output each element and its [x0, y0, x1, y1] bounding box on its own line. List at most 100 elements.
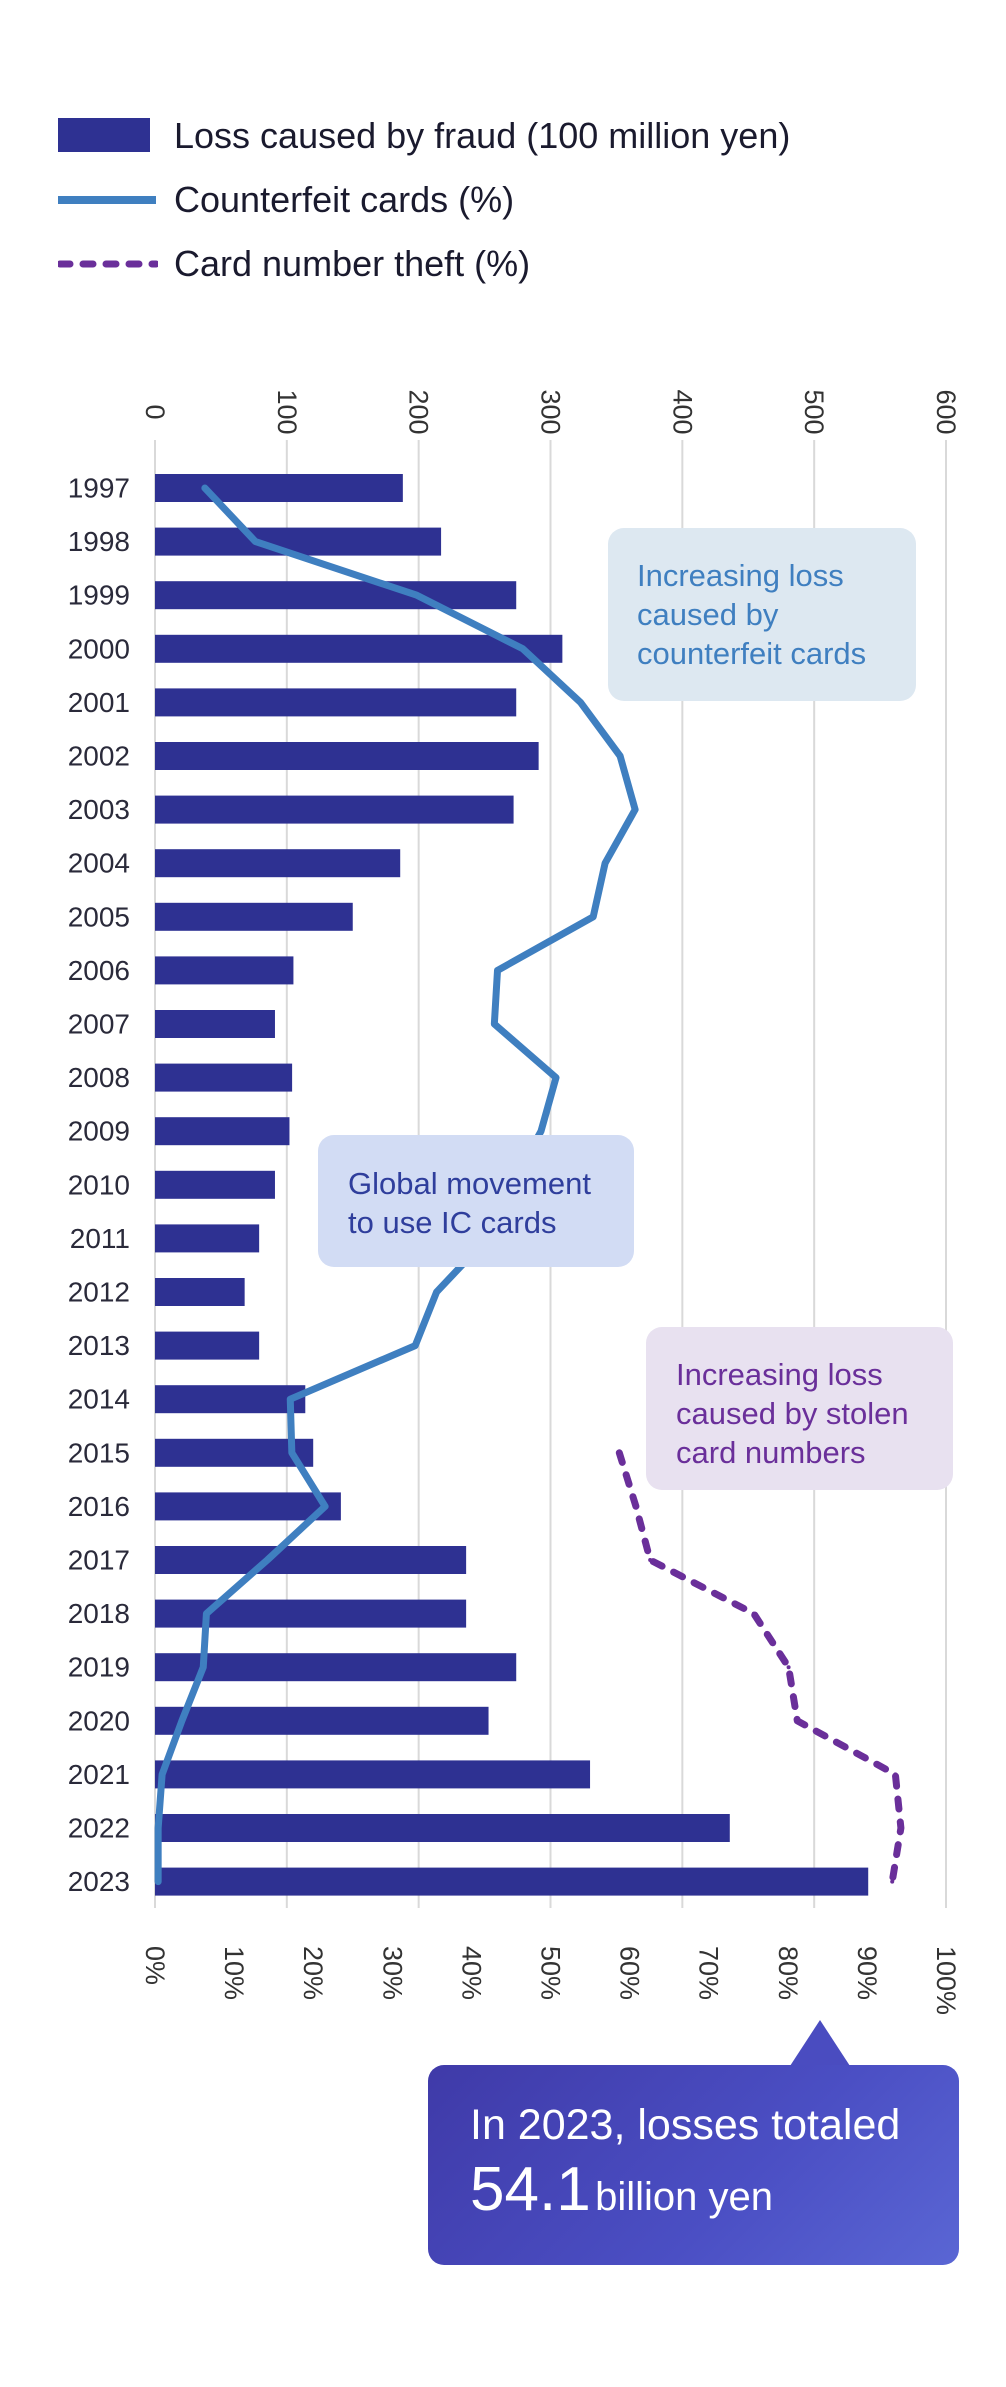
counterfeit-point [412, 1342, 419, 1349]
counterfeit-point [494, 967, 501, 974]
counterfeit-point [288, 1449, 295, 1456]
year-label: 1999 [68, 580, 130, 611]
bar [155, 1706, 489, 1735]
counterfeit-point [491, 1021, 498, 1027]
year-label: 2009 [68, 1116, 130, 1147]
counterfeit-point [322, 1503, 329, 1510]
callout-ic-line-2: to use IC cards [348, 1205, 557, 1240]
year-label: 2005 [68, 901, 130, 932]
bar [155, 581, 517, 610]
counterfeit-point [602, 860, 609, 867]
bottom-tick-label: 20% [298, 1946, 328, 2000]
bar [155, 849, 401, 878]
summary-unit: billion yen [595, 2175, 774, 2219]
bar [155, 474, 403, 502]
counterfeit-point [433, 1289, 440, 1295]
bar [155, 956, 294, 985]
callout-stolen-numbers: Increasing loss caused by stolen card nu… [646, 1327, 953, 1490]
bottom-tick-label: 80% [773, 1946, 803, 2000]
bar [155, 1546, 467, 1574]
theft-point [633, 1504, 638, 1509]
bottom-tick-label: 40% [456, 1946, 486, 2000]
counterfeit-point [632, 806, 639, 813]
theft-point [795, 1718, 800, 1723]
year-label: 2003 [68, 794, 130, 825]
bar [155, 1224, 260, 1253]
counterfeit-point [201, 485, 208, 491]
summary-amount-line: 54.1 billion yen [470, 2157, 959, 2223]
bottom-tick-label: 50% [536, 1946, 566, 2000]
bottom-tick-label: 100% [931, 1946, 961, 2015]
summary-text: In 2023, losses totaled [470, 2101, 901, 2149]
summary-pointer [790, 2020, 850, 2066]
counterfeit-point [200, 1664, 207, 1671]
bottom-tick-label: 60% [615, 1946, 645, 2000]
year-label: 2001 [68, 687, 130, 718]
year-label: 2002 [68, 741, 130, 772]
year-label: 2013 [68, 1330, 130, 1361]
top-tick-label: 200 [404, 389, 434, 434]
counterfeit-point [577, 699, 584, 706]
legend-label-bars: Loss caused by fraud (100 million yen) [174, 115, 791, 156]
summary-amount: 54.1 [470, 2155, 591, 2224]
top-tick-label: 0 [140, 404, 170, 419]
theft-point [751, 1611, 756, 1616]
counterfeit-point [413, 592, 420, 599]
year-label: 2004 [68, 848, 130, 879]
counterfeit-point [538, 1128, 545, 1135]
year-label: 2011 [70, 1223, 130, 1254]
callout-stolen-line-2: caused by stolen [676, 1396, 909, 1431]
counterfeit-point [264, 1557, 271, 1563]
callout-counterfeit-line-1: Increasing loss [637, 558, 844, 593]
legend-swatch-counterfeit [58, 196, 156, 204]
year-label: 2017 [68, 1545, 130, 1576]
bottom-tick-label: 90% [852, 1946, 882, 2000]
top-tick-label: 400 [667, 389, 697, 434]
top-tick-label: 600 [931, 389, 961, 434]
counterfeit-point [178, 1717, 185, 1724]
year-label: 1998 [68, 526, 130, 557]
bar [155, 1760, 591, 1789]
bar [155, 795, 514, 824]
theft-point [898, 1826, 903, 1830]
bar [155, 1867, 869, 1896]
year-label: 2022 [68, 1813, 130, 1844]
callout-ic-line-1: Global movement [348, 1166, 591, 1201]
year-label: 1997 [68, 473, 130, 504]
callout-stolen-line-1: Increasing loss [676, 1357, 883, 1392]
theft-point [617, 1450, 622, 1455]
counterfeit-point [203, 1610, 210, 1617]
top-tick-label: 500 [799, 389, 829, 434]
legend-label-theft: Card number theft (%) [174, 243, 531, 284]
legend-swatch-bars [58, 118, 150, 152]
bar [155, 1438, 314, 1467]
bottom-tick-label: 0% [140, 1946, 170, 1985]
callout-counterfeit-cards: Increasing loss caused by counterfeit ca… [608, 528, 916, 701]
counterfeit-point [553, 1074, 560, 1081]
counterfeit-point [590, 913, 597, 920]
bottom-tick-label: 30% [377, 1946, 407, 2000]
summary-box: In 2023, losses totaled 54.1 billion yen [428, 2065, 959, 2265]
bar [155, 1010, 275, 1038]
bar [155, 1385, 306, 1414]
counterfeit-point [159, 1771, 166, 1778]
year-label: 2000 [68, 633, 130, 664]
counterfeit-point [155, 1878, 162, 1885]
year-label: 2006 [68, 955, 130, 986]
counterfeit-point [287, 1396, 294, 1403]
counterfeit-point [617, 753, 624, 759]
theft-point [890, 1879, 895, 1884]
year-label: 2015 [68, 1437, 130, 1468]
year-label: 2007 [68, 1009, 130, 1040]
bar [155, 527, 442, 556]
bar [155, 1117, 290, 1146]
year-label: 2019 [68, 1652, 130, 1683]
year-label: 2014 [68, 1384, 130, 1415]
bar [155, 1814, 730, 1842]
year-label: 2023 [68, 1866, 130, 1897]
bottom-tick-label: 70% [694, 1946, 724, 2000]
bar [155, 688, 517, 717]
theft-point [893, 1772, 898, 1777]
bar [155, 1331, 260, 1360]
